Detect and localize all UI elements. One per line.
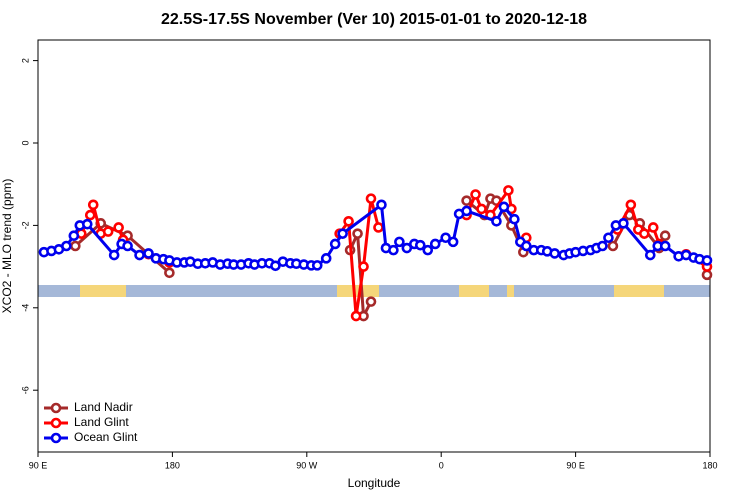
data-point (440, 232, 451, 244)
plot-frame (37, 39, 711, 453)
data-point (625, 199, 637, 211)
legend-marker (50, 402, 62, 414)
data-point (461, 195, 472, 206)
y-tick-label: -2 (20, 221, 30, 229)
data-point (647, 222, 659, 233)
land-patch (507, 285, 514, 297)
data-point (84, 209, 96, 221)
data-point (352, 228, 363, 239)
land-patch (337, 285, 379, 297)
data-point (701, 255, 713, 266)
y-tick-label: -4 (20, 304, 30, 312)
data-point (143, 248, 154, 259)
data-point (549, 248, 560, 259)
legend-label: Land Glint (74, 415, 129, 429)
legend-marker (50, 417, 62, 429)
land-patch (614, 285, 664, 297)
x-tick-label: 0 (439, 460, 444, 470)
data-point (603, 232, 614, 244)
data-point (401, 242, 413, 254)
data-point (618, 218, 629, 229)
data-point (343, 215, 354, 227)
data-point (113, 222, 124, 233)
data-point (270, 260, 281, 272)
data-point (521, 240, 532, 252)
data-point (509, 213, 520, 225)
data-point (476, 203, 487, 215)
data-point (365, 296, 377, 307)
y-tick-label: 2 (20, 58, 30, 63)
data-point (429, 238, 441, 250)
data-point (320, 253, 332, 264)
data-point (701, 269, 713, 281)
data-point (134, 249, 145, 261)
x-tick-label: 90 W (296, 460, 318, 470)
data-point (394, 236, 405, 248)
data-point (350, 310, 362, 322)
data-point (122, 240, 133, 252)
data-point (61, 240, 72, 252)
data-point (388, 244, 399, 256)
y-tick-label: -6 (20, 386, 30, 394)
x-tick-label: 180 (165, 460, 180, 470)
data-point (311, 260, 323, 271)
chart-title: 22.5S-17.5S November (Ver 10) 2015-01-01… (161, 11, 587, 28)
data-point (422, 244, 434, 256)
data-point (644, 249, 656, 261)
data-point (70, 240, 81, 252)
data-point (414, 239, 426, 251)
data-point (164, 267, 175, 279)
data-point (659, 230, 671, 241)
data-point (597, 240, 608, 252)
data-point (329, 238, 341, 250)
land-patch (459, 285, 489, 297)
data-point (638, 228, 650, 239)
y-tick-label: 0 (20, 140, 30, 145)
data-point (659, 240, 671, 252)
data-point (503, 185, 514, 196)
data-point (365, 193, 377, 204)
data-point (337, 228, 348, 239)
data-point (68, 230, 80, 241)
data-point (498, 201, 510, 213)
data-point (491, 215, 502, 227)
legend-marker (50, 432, 62, 444)
data-point (470, 189, 481, 200)
legend-label: Land Nadir (74, 400, 133, 414)
data-point (447, 236, 459, 248)
land-patch (80, 285, 126, 297)
x-tick-label: 90 E (566, 460, 585, 470)
y-axis-label: XCO2 - MLO trend (ppm) (0, 179, 14, 314)
data-point (108, 249, 120, 261)
data-point (81, 218, 93, 230)
data-point (102, 226, 114, 237)
x-axis-label: Longitude (348, 476, 401, 490)
data-point (358, 261, 369, 272)
data-point (376, 199, 387, 211)
data-point (461, 205, 472, 217)
data-point (607, 240, 619, 252)
x-tick-label: 180 (702, 460, 717, 470)
data-point (373, 222, 384, 233)
x-tick-label: 90 E (29, 460, 48, 470)
legend-label: Ocean Glint (74, 430, 138, 444)
data-point (87, 199, 99, 211)
land-mask (38, 285, 710, 297)
